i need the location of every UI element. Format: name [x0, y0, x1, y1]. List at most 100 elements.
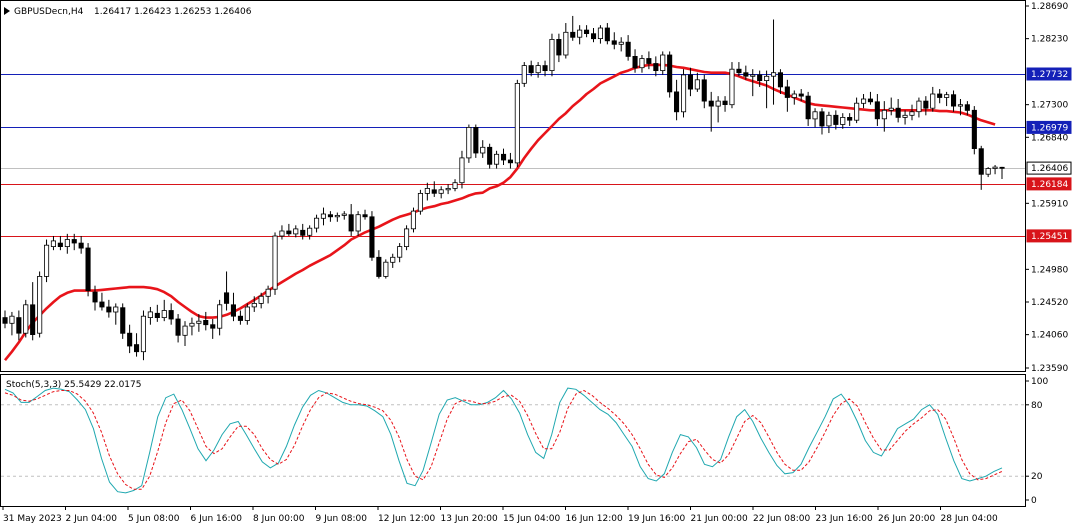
time-tick-label: 13 Jun 20:00: [441, 514, 498, 524]
candle-body: [300, 229, 306, 236]
time-tick-label: 9 Jun 08:00: [316, 514, 368, 524]
candle: [500, 148, 507, 165]
candle-body: [452, 182, 458, 189]
candle: [971, 106, 977, 155]
candlesticks: [2, 15, 1005, 361]
candle-body: [736, 68, 742, 74]
candle-body: [57, 242, 63, 248]
candle-body: [383, 261, 389, 277]
stoch-tick-label: 20: [1031, 472, 1043, 482]
candle: [473, 124, 479, 158]
candle-body: [674, 91, 680, 113]
candle: [597, 25, 603, 44]
candle-body: [757, 74, 763, 82]
price-tick-label: 1.27300: [1031, 101, 1068, 111]
candle-body: [223, 292, 230, 304]
chart-menu-arrow-icon[interactable]: [4, 7, 10, 15]
candle: [819, 108, 825, 135]
candle-body: [397, 246, 403, 258]
candle-body: [99, 301, 105, 308]
candle: [944, 91, 950, 107]
candle: [37, 271, 43, 338]
time-axis: 31 May 2023 2 Jun 04:00 5 Jun 08:00 6 Jun 1…: [2, 506, 998, 524]
candle-body: [189, 322, 195, 327]
candle: [674, 79, 680, 121]
time-tick-label: 8 Jun 00:00: [253, 514, 305, 524]
candle-body: [902, 114, 908, 118]
candle: [874, 94, 880, 126]
candle-body: [681, 74, 687, 113]
candle-body: [951, 94, 957, 107]
candle: [521, 62, 527, 87]
candle: [92, 285, 98, 311]
candle-body: [500, 153, 507, 161]
chart-symbol-label: GBPUSDecn,H4: [14, 7, 84, 17]
candle: [861, 94, 867, 109]
candle: [237, 310, 244, 325]
horizontal-levels: [1, 74, 1025, 237]
candle: [127, 324, 133, 354]
candle: [916, 97, 922, 118]
candle: [694, 72, 700, 92]
time-tick-label: 22 Jun 08:00: [753, 514, 810, 524]
candle-body: [438, 189, 444, 194]
candle: [632, 49, 638, 73]
candle-body: [334, 214, 340, 218]
candle: [591, 28, 597, 43]
time-tick-label: 23 Jun 16:00: [816, 514, 873, 524]
candle-body: [840, 117, 846, 125]
candle: [362, 209, 368, 220]
candle-body: [327, 214, 333, 218]
candle-body: [424, 187, 430, 194]
price-badge-label: 1.26184: [1031, 180, 1068, 190]
candle-body: [9, 315, 15, 324]
candle: [528, 60, 534, 77]
time-tick-label: 26 Jun 20:00: [878, 514, 935, 524]
candle-body: [431, 189, 437, 194]
price-axis: 1.28690 1.28230 1.27300 1.26840 1.25910 1.249…: [1025, 2, 1068, 374]
candle: [390, 253, 396, 268]
candle-body: [417, 192, 423, 212]
candle-body: [549, 39, 555, 72]
candle: [542, 60, 548, 77]
candle: [23, 299, 29, 338]
candle: [625, 35, 631, 61]
candle: [681, 69, 687, 118]
candle-body: [230, 304, 237, 317]
candle: [847, 113, 853, 126]
candle-body: [507, 159, 513, 164]
candle: [951, 90, 957, 112]
candle: [937, 89, 943, 104]
candle: [514, 79, 520, 168]
candle-body: [71, 239, 77, 244]
candle: [639, 54, 645, 73]
candle-body: [847, 117, 853, 121]
candle-body: [210, 324, 216, 329]
candle-body: [410, 210, 416, 230]
candle: [452, 179, 458, 192]
candle: [244, 303, 250, 325]
price-badge-label: 1.26979: [1031, 123, 1068, 133]
candle-body: [313, 217, 320, 229]
candle: [203, 311, 209, 331]
price-tick-label: 1.24520: [1031, 298, 1068, 308]
candle: [535, 62, 541, 78]
candle: [230, 292, 237, 322]
candle: [355, 211, 361, 236]
time-tick-label: 28 Jun 04:00: [941, 514, 998, 524]
price-badge-label: 1.26406: [1031, 164, 1068, 174]
stochastic-indicator: [1, 387, 1025, 494]
candle: [584, 25, 590, 38]
candle: [646, 51, 652, 70]
price-tick-label: 1.26840: [1031, 133, 1068, 143]
candle: [313, 214, 320, 233]
candle: [438, 186, 444, 199]
candle: [736, 62, 742, 77]
candle: [99, 292, 105, 311]
candle-body: [632, 56, 638, 69]
candle: [327, 211, 333, 222]
candle: [708, 91, 714, 132]
candle-body: [944, 94, 950, 98]
candle: [424, 182, 430, 201]
candle-body: [237, 315, 244, 321]
